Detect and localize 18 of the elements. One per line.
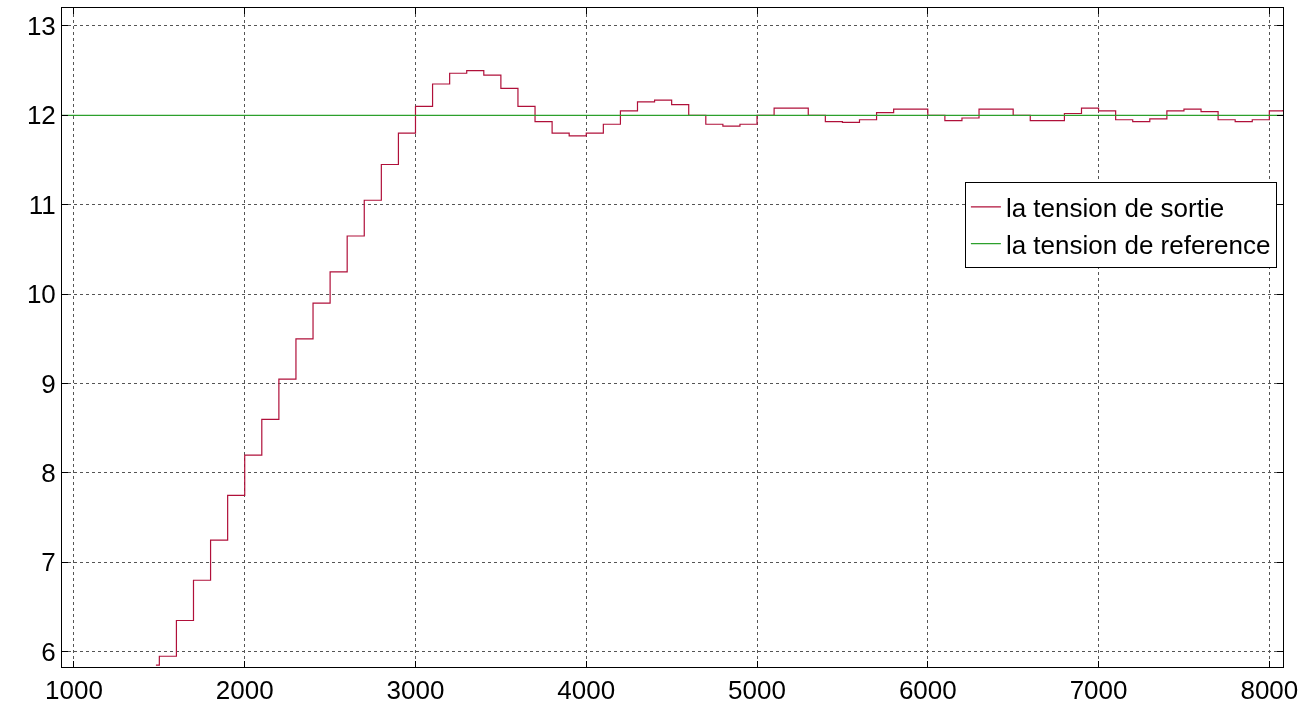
y-tick-label: 13 <box>26 10 56 41</box>
x-tick-label: 6000 <box>898 675 957 706</box>
y-tick-label: 6 <box>41 636 56 667</box>
x-tick-label: 4000 <box>557 675 616 706</box>
x-tick-label: 1000 <box>45 675 103 706</box>
y-tick-label: 9 <box>41 368 56 399</box>
y-tick-label: 8 <box>41 458 56 489</box>
x-tick-label: 5000 <box>728 675 786 706</box>
legend-label: la tension de sortie <box>1005 193 1225 224</box>
y-tick-label: 7 <box>41 547 56 578</box>
x-tick-label: 8000 <box>1240 675 1299 706</box>
y-tick-label: 12 <box>26 100 56 131</box>
x-tick-label: 2000 <box>215 675 274 706</box>
x-tick-label: 3000 <box>386 675 445 706</box>
x-tick-label: 7000 <box>1069 675 1128 706</box>
y-tick-label: 11 <box>28 189 56 220</box>
y-tick-label: 10 <box>26 279 56 310</box>
legend-label: la tension de reference <box>1005 229 1271 260</box>
